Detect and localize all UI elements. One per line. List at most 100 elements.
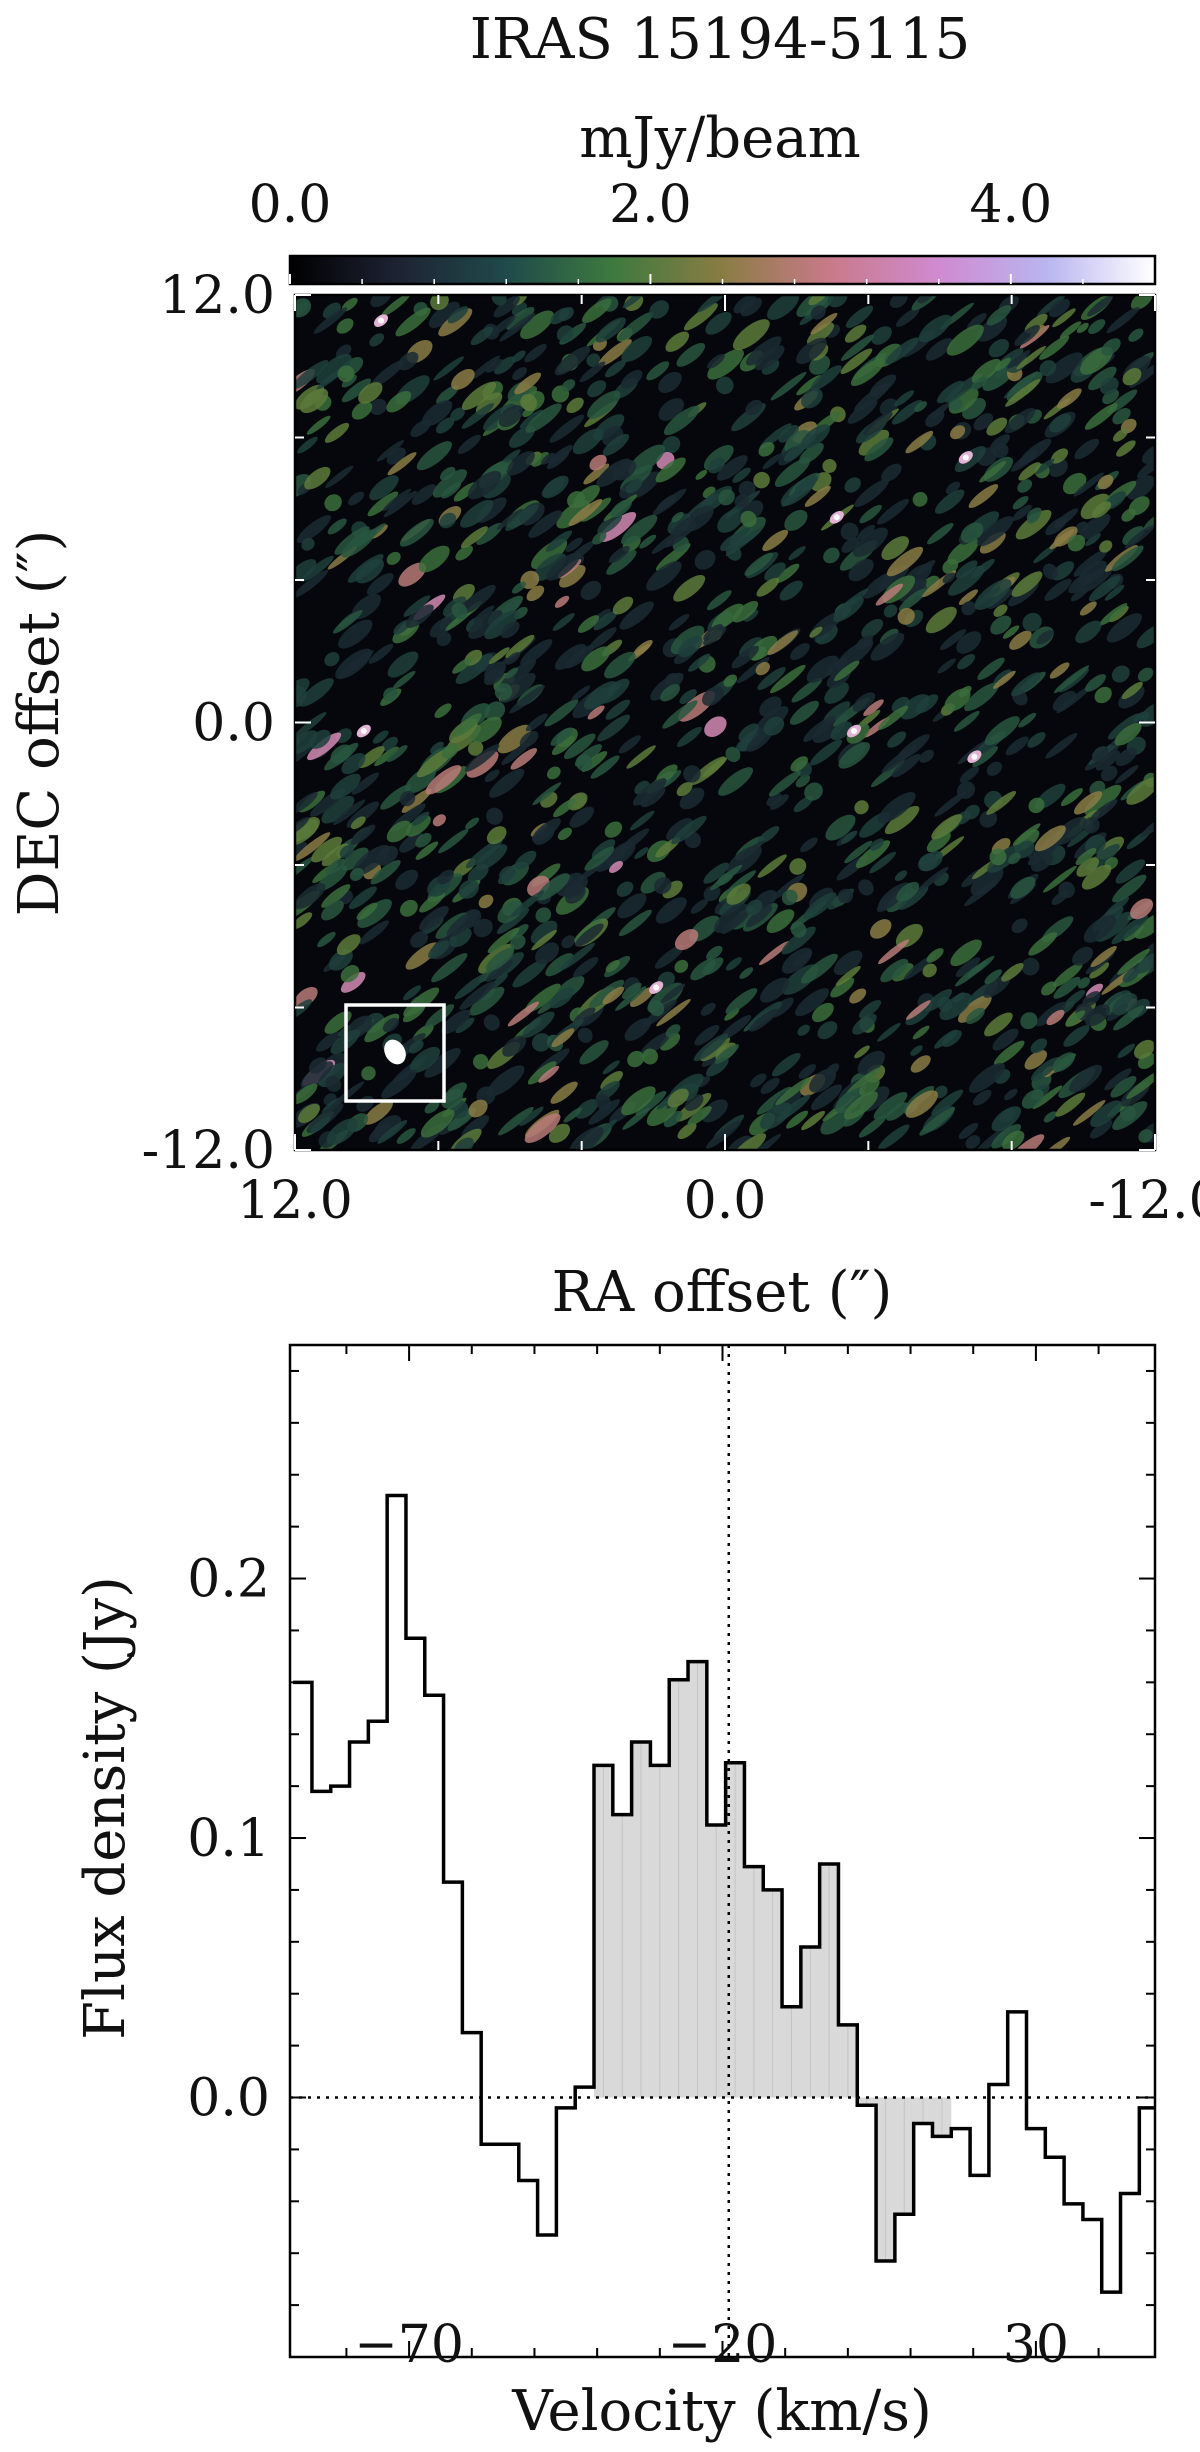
noise-blob xyxy=(1119,1105,1136,1122)
noise-blob xyxy=(298,678,334,707)
noise-blob xyxy=(886,546,924,577)
noise-blob xyxy=(834,660,860,682)
noise-blob xyxy=(1034,825,1066,852)
noise-blob xyxy=(714,1044,740,1064)
noise-blob xyxy=(295,792,318,814)
noise-blob xyxy=(1073,472,1104,497)
noise-blob xyxy=(806,655,839,683)
noise-blob xyxy=(925,338,953,361)
noise-blob xyxy=(726,1135,752,1150)
noise-blob xyxy=(880,463,902,482)
noise-blob xyxy=(546,552,581,581)
noise-blob xyxy=(662,700,698,729)
noise-blob xyxy=(870,632,905,661)
noise-blob xyxy=(744,552,774,576)
noise-blob xyxy=(1115,859,1145,884)
noise-blob xyxy=(468,1099,488,1118)
noise-blob xyxy=(536,873,570,901)
noise-blob xyxy=(725,746,741,763)
noise-blob xyxy=(554,346,591,376)
noise-blob xyxy=(351,772,380,795)
spec-x-tick-label-1: −20 xyxy=(668,2315,778,2375)
noise-blob xyxy=(615,986,647,1011)
noise-blob xyxy=(809,626,823,638)
noise-blob xyxy=(738,723,759,741)
noise-blob xyxy=(884,805,920,835)
noise-blob xyxy=(328,949,353,971)
noise-blob xyxy=(676,342,706,367)
noise-blob xyxy=(514,850,537,870)
noise-blob xyxy=(1002,625,1020,639)
noise-blob xyxy=(694,1024,720,1046)
noise-blob xyxy=(1084,784,1122,816)
noise-blob xyxy=(1022,612,1042,632)
noise-blob xyxy=(356,902,378,920)
noise-blob xyxy=(1063,1025,1090,1047)
noise-blob xyxy=(925,409,945,428)
noise-blob xyxy=(798,1064,817,1079)
noise-blob xyxy=(718,767,754,796)
noise-blob xyxy=(430,295,449,311)
noise-blob xyxy=(905,1090,938,1118)
noise-blob xyxy=(295,730,318,755)
noise-blob xyxy=(525,713,548,732)
noise-blob xyxy=(588,979,625,1009)
noise-blob xyxy=(694,550,716,570)
noise-blob xyxy=(1090,945,1117,968)
noise-blob xyxy=(946,324,984,356)
noise-peak-core xyxy=(378,317,384,324)
colorbar-tick-label-0: 0.0 xyxy=(249,175,332,235)
noise-blob xyxy=(918,314,952,343)
colorbar-ticks xyxy=(289,274,1084,284)
noise-blob xyxy=(545,953,574,977)
noise-blob xyxy=(447,306,469,324)
noise-blob xyxy=(898,588,928,612)
noise-blob xyxy=(862,571,896,599)
noise-blob xyxy=(852,692,876,712)
noise-blob xyxy=(1111,545,1144,572)
map-x-tick-label-0: 12.0 xyxy=(237,1171,353,1231)
noise-blob xyxy=(506,451,535,476)
noise-blob xyxy=(592,531,607,545)
noise-blob xyxy=(840,522,859,541)
noise-blob xyxy=(327,518,347,535)
noise-blob xyxy=(369,475,399,501)
noise-blob xyxy=(1121,508,1136,522)
noise-blob xyxy=(937,996,953,1012)
noise-blob xyxy=(535,942,560,965)
noise-blob xyxy=(298,1103,320,1123)
noise-blob xyxy=(718,489,735,506)
noise-blob xyxy=(1084,403,1118,430)
noise-blob xyxy=(331,1081,365,1108)
noise-blob xyxy=(452,657,472,674)
noise-blob xyxy=(639,534,657,549)
noise-blob xyxy=(605,959,620,973)
noise-blob xyxy=(324,494,342,512)
noise-blob xyxy=(992,442,1009,459)
noise-blob xyxy=(459,981,496,1010)
noise-blob xyxy=(766,792,782,807)
noise-blob xyxy=(959,766,980,783)
noise-blob xyxy=(528,510,563,538)
noise-blob xyxy=(979,460,1007,483)
noise-blob xyxy=(545,530,573,552)
noise-blob xyxy=(587,705,605,720)
noise-blob xyxy=(870,760,905,788)
noise-blob xyxy=(738,480,756,498)
noise-blob xyxy=(418,906,449,931)
noise-blob xyxy=(419,891,446,913)
noise-blob xyxy=(986,790,1017,815)
noise-blob xyxy=(878,1124,910,1150)
map-y-tick-labels: 12.0 0.0 -12.0 xyxy=(142,266,275,1181)
noise-blob xyxy=(964,804,980,820)
noise-blob xyxy=(1126,777,1155,805)
noise-blob xyxy=(1087,295,1114,317)
noise-blob xyxy=(333,609,363,634)
noise-blob xyxy=(900,694,930,720)
noise-blob xyxy=(546,766,561,780)
noise-blob xyxy=(295,883,326,910)
noise-blob xyxy=(794,475,818,495)
noise-blob xyxy=(791,677,823,703)
noise-blob xyxy=(906,1000,931,1020)
noise-blob xyxy=(993,604,1008,617)
